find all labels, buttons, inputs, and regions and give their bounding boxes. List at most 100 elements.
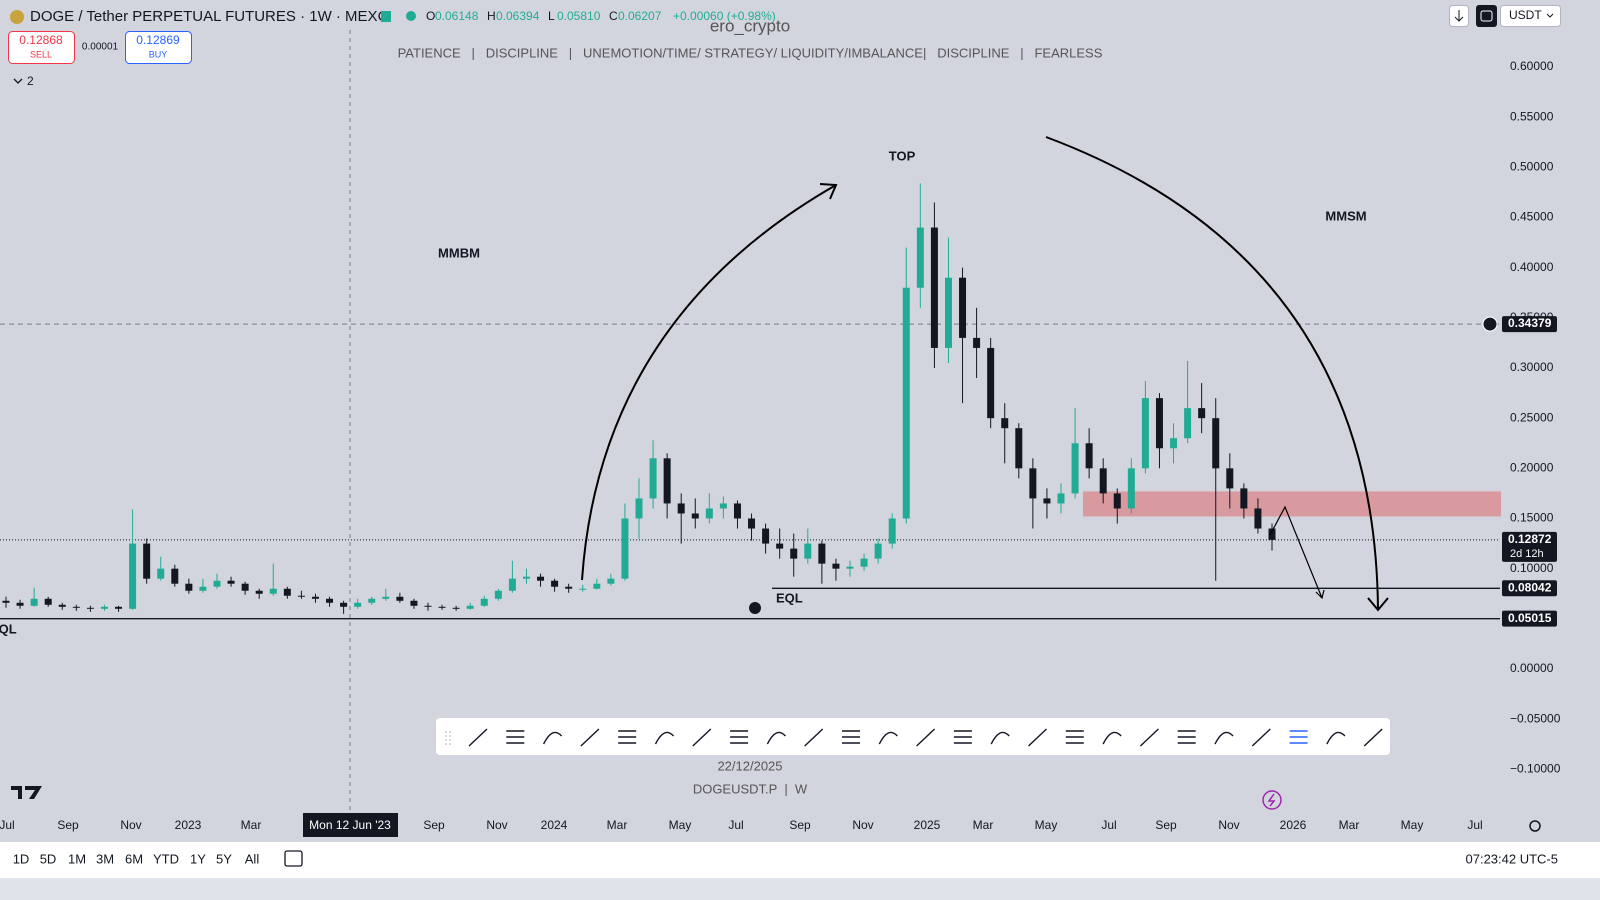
- change: +0.00060 (+0.98%): [673, 9, 776, 23]
- projection-arrow: [1269, 505, 1325, 600]
- download-icon: [1454, 10, 1464, 22]
- alarm-icon: [749, 602, 761, 614]
- range-button[interactable]: 1D: [13, 851, 30, 866]
- drawing-tool[interactable]: [1326, 731, 1346, 745]
- range-button[interactable]: 6M: [125, 851, 143, 866]
- status-dot: [406, 11, 416, 21]
- candle-body: [1170, 438, 1178, 449]
- tool-icon: [1102, 731, 1122, 745]
- tool-icon: [692, 728, 712, 747]
- price-tag: [1502, 580, 1557, 597]
- date-watermark: 22/12/2025: [717, 758, 782, 773]
- drawing-tool[interactable]: [580, 728, 600, 747]
- ohlc-key: L: [548, 9, 555, 23]
- candle-body: [621, 518, 629, 579]
- drawing-tool[interactable]: [654, 731, 675, 745]
- x-tick-label: Mar: [1339, 818, 1360, 832]
- drawing-tool[interactable]: [1065, 730, 1084, 744]
- settings-button[interactable]: [1529, 820, 1541, 832]
- drawing-tool[interactable]: [990, 731, 1010, 745]
- x-tick-label: Nov: [1218, 818, 1239, 832]
- x-tick-label: Sep: [57, 818, 79, 832]
- drawing-tool[interactable]: [542, 731, 563, 745]
- drawing-tool[interactable]: [1139, 728, 1159, 747]
- drawing-tool[interactable]: [1177, 730, 1196, 744]
- candle-body: [818, 543, 826, 564]
- ohlc-value: 0.06394: [496, 9, 540, 23]
- sell-label: SELL: [30, 49, 52, 59]
- tool-icon: [1326, 731, 1346, 745]
- plot-background: [0, 0, 1600, 842]
- drawing-tool[interactable]: [953, 730, 972, 744]
- candle-body: [705, 508, 713, 519]
- candle-body: [677, 503, 685, 514]
- sell-button[interactable]: [8, 31, 75, 64]
- buy-button[interactable]: [125, 31, 192, 64]
- drawing-tool[interactable]: [766, 731, 786, 745]
- date-range-button[interactable]: [284, 850, 303, 867]
- candle-body: [762, 528, 770, 544]
- y-tick-label: 0.20000: [1510, 461, 1554, 475]
- drawing-tool[interactable]: [1102, 731, 1122, 745]
- tool-icon: [654, 731, 675, 745]
- refresh-icon: [1480, 10, 1493, 22]
- drawing-tool[interactable]: [468, 728, 488, 747]
- candle-body: [1268, 528, 1276, 540]
- candle-body: [100, 606, 108, 609]
- drawing-tool[interactable]: [692, 728, 712, 747]
- refresh-button[interactable]: [1476, 5, 1497, 27]
- candle-body: [1212, 418, 1220, 469]
- drawing-tool[interactable]: [1289, 730, 1308, 744]
- drawing-tool[interactable]: [878, 731, 898, 745]
- ohlc-value: 0.06207: [618, 9, 662, 23]
- motto: PATIENCE | DISCIPLINE | UNEMOTION/TIME/ …: [398, 45, 1103, 60]
- y-tick-label: 0.45000: [1510, 210, 1554, 224]
- candle-body: [185, 583, 193, 591]
- candle-body: [58, 604, 66, 607]
- annotation: EQL: [0, 621, 17, 636]
- x-tick-label: Nov: [120, 818, 141, 832]
- drawing-tool[interactable]: [842, 730, 860, 744]
- range-button[interactable]: 5D: [40, 851, 57, 866]
- collapse-icon[interactable]: [13, 78, 23, 84]
- candle-body: [959, 277, 967, 338]
- tool-icon: [580, 728, 600, 747]
- x-tick-label: Jul: [1467, 818, 1482, 832]
- annotation: EQL: [776, 590, 803, 605]
- drawing-tool[interactable]: [804, 728, 824, 747]
- candle-body: [1071, 443, 1079, 494]
- range-button[interactable]: 1Y: [190, 851, 206, 866]
- drawing-tool[interactable]: [1251, 728, 1271, 747]
- drawing-tool[interactable]: [1028, 728, 1047, 747]
- candle-body: [551, 580, 559, 587]
- tool-icon: [953, 730, 972, 744]
- candle-body: [129, 543, 137, 609]
- x-tick-label: Mar: [973, 818, 994, 832]
- candle-body: [480, 598, 488, 606]
- candle-body: [297, 595, 305, 597]
- currency-button[interactable]: [1500, 5, 1561, 27]
- drawing-tool[interactable]: [1214, 731, 1234, 745]
- logo: [11, 786, 42, 799]
- annotation: TOP: [889, 148, 916, 163]
- annotation: MMSM: [1325, 208, 1366, 223]
- range-button[interactable]: 1M: [68, 851, 86, 866]
- candle-body: [776, 543, 784, 549]
- candle-body: [354, 602, 362, 607]
- lightning-button[interactable]: [1262, 790, 1282, 810]
- tool-icon: [730, 730, 749, 744]
- drawing-tool[interactable]: [1363, 728, 1383, 747]
- range-button[interactable]: YTD: [153, 851, 179, 866]
- x-tick-label: Jul: [1101, 818, 1116, 832]
- range-button[interactable]: All: [245, 851, 260, 866]
- imbalance-zone: [1083, 491, 1501, 517]
- drawing-tool[interactable]: [730, 730, 749, 744]
- x-tick-label: Mar: [241, 818, 262, 832]
- drawing-tool[interactable]: [916, 728, 936, 747]
- range-button[interactable]: 3M: [96, 851, 114, 866]
- range-button[interactable]: 5Y: [216, 851, 232, 866]
- symbol-title: DOGE / Tether PERPETUAL FUTURES · 1W · M…: [30, 8, 389, 25]
- drawing-tool[interactable]: [506, 730, 525, 744]
- tool-icon: [1363, 728, 1383, 747]
- drawing-tool[interactable]: [618, 730, 637, 744]
